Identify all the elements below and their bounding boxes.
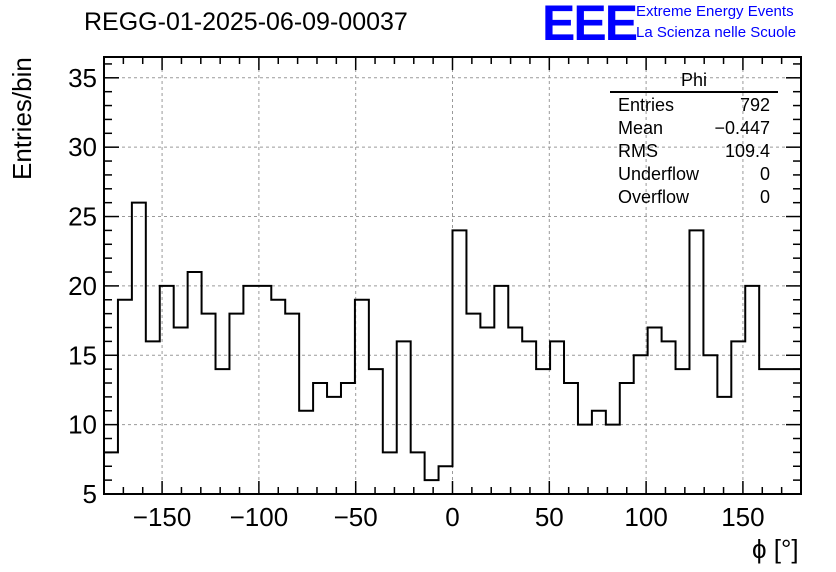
histogram-bar (257, 286, 271, 494)
histogram-bar (662, 341, 676, 494)
stats-value: 109.4 (724, 141, 770, 161)
histogram-bar (271, 300, 285, 494)
histogram-bar (480, 328, 494, 494)
stats-label: Mean (618, 118, 664, 138)
y-axis-label: Entries/bin (7, 57, 37, 180)
histogram-bar (355, 300, 369, 494)
x-tick-label: 150 (721, 502, 764, 532)
histogram-bar (522, 341, 536, 494)
histogram-bar (229, 314, 243, 494)
histogram-bar (118, 300, 132, 494)
histogram-bar (453, 230, 467, 494)
histogram-bar (773, 369, 787, 494)
stats-label: RMS (618, 141, 658, 161)
histogram-bar (564, 383, 578, 494)
stats-row-rms: RMS 109.4 (610, 140, 778, 163)
histogram-bar (397, 341, 411, 494)
histogram-bar (188, 272, 202, 494)
x-tick-label: −150 (133, 502, 192, 532)
y-tick-label: 10 (68, 410, 97, 440)
stats-value: −0.447 (714, 118, 770, 138)
y-tick-label: 25 (68, 202, 97, 232)
stats-value: 0 (759, 187, 770, 207)
histogram-bar (425, 480, 439, 494)
histogram-bar (648, 328, 662, 494)
logo-subtitle-line2: La Scienza nelle Scuole (636, 24, 797, 41)
histogram-outline (104, 201, 801, 482)
histogram-bar (494, 286, 508, 494)
histogram-bar (536, 369, 550, 494)
y-tick-label: 30 (68, 132, 97, 162)
histogram-bar (299, 411, 313, 494)
histogram-bar (132, 203, 146, 494)
histogram-bar (243, 286, 257, 494)
histogram-bar (146, 341, 160, 494)
x-tick-label: −50 (334, 502, 378, 532)
x-tick-label: 0 (445, 502, 459, 532)
histogram-bar (104, 452, 118, 494)
chart-title: REGG-01-2025-06-09-00037 (84, 8, 408, 36)
stats-value: 792 (739, 95, 770, 115)
histogram-bar (578, 425, 592, 494)
logo-subtitle-line1: Extreme Energy Events (636, 3, 794, 20)
histogram-bar (759, 369, 773, 494)
histogram-bar (592, 411, 606, 494)
histogram-bar (439, 466, 453, 494)
stats-value: 0 (759, 164, 770, 184)
histogram-bar (174, 328, 188, 494)
histogram-bar (508, 328, 522, 494)
histogram-bar (285, 314, 299, 494)
histogram-bar (745, 286, 759, 494)
histogram-bar (550, 341, 564, 494)
histogram-bar (787, 369, 801, 494)
histogram-bar (327, 397, 341, 494)
histogram-bar (620, 383, 634, 494)
histogram-bar (689, 230, 703, 494)
histogram-bar (466, 314, 480, 494)
x-tick-label: 100 (624, 502, 667, 532)
stats-label: Overflow (618, 187, 690, 207)
x-tick-label: −100 (230, 502, 289, 532)
histogram-bar (313, 383, 327, 494)
histogram-bar (676, 369, 690, 494)
y-tick-label: 20 (68, 271, 97, 301)
histogram-bar (717, 397, 731, 494)
stats-box: Phi Entries 792 Mean −0.447 RMS 109.4 Un… (610, 70, 778, 209)
stats-row-underflow: Underflow 0 (610, 163, 778, 186)
x-axis-label: ϕ [°] (752, 534, 799, 564)
stats-label: Entries (618, 95, 675, 115)
histogram-bar (606, 425, 620, 494)
stats-label: Underflow (618, 164, 700, 184)
histogram-bar (411, 452, 425, 494)
y-tick-label: 5 (83, 479, 97, 509)
stats-row-overflow: Overflow 0 (610, 186, 778, 209)
histogram-bar (369, 369, 383, 494)
stats-row-entries: Entries 792 (610, 94, 778, 117)
y-tick-label: 35 (68, 63, 97, 93)
stats-title: Phi (610, 70, 778, 93)
histogram-bar (341, 383, 355, 494)
x-tick-label: 50 (535, 502, 564, 532)
y-tick-label: 15 (68, 340, 97, 370)
eee-logo: EEE (542, 0, 638, 51)
histogram-bar (202, 314, 216, 494)
histogram-bar (216, 369, 230, 494)
stats-row-mean: Mean −0.447 (610, 117, 778, 140)
